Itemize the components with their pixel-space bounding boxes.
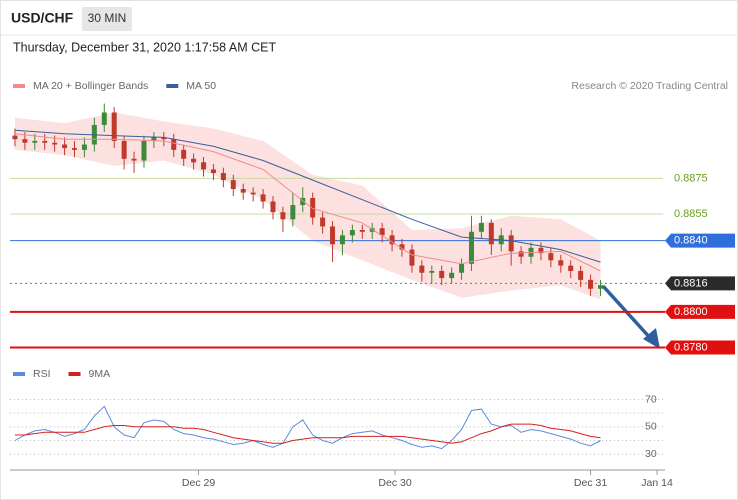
credit: Research © 2020 Trading Central <box>571 80 728 92</box>
candle-body <box>558 260 564 266</box>
level-label-box <box>665 340 735 355</box>
candle-body <box>42 140 48 143</box>
candle-body <box>101 112 107 125</box>
y-tick-label: 50 <box>645 421 657 433</box>
candle-body <box>131 158 137 161</box>
ma20-line <box>14 133 601 272</box>
candle-body <box>111 112 117 141</box>
candle-body <box>220 173 226 181</box>
candle-body <box>330 226 336 245</box>
candle-body <box>230 180 236 190</box>
candle-body <box>290 205 296 220</box>
candle-body <box>488 222 494 245</box>
level-label: 0.8875 <box>674 172 708 184</box>
level-label: 0.8816 <box>674 277 708 289</box>
level-label-box <box>665 233 735 248</box>
candle-body <box>339 235 345 245</box>
level-label-box <box>665 276 735 291</box>
x-tick-label: Dec 29 <box>182 477 215 489</box>
candle-body <box>201 162 207 170</box>
candle-body <box>369 228 375 232</box>
candle-body <box>597 285 603 289</box>
legend-swatch <box>13 372 25 376</box>
candle-body <box>578 270 584 280</box>
candle-body <box>478 222 484 232</box>
candle-body <box>191 158 197 163</box>
candle-body <box>518 251 524 257</box>
legend-swatch <box>68 372 81 376</box>
candle-body <box>468 231 474 264</box>
level-label: 0.8855 <box>674 208 708 220</box>
legend-label: MA 20 + Bollinger Bands <box>33 80 148 92</box>
level-label-box <box>665 304 735 319</box>
candle-body <box>121 140 127 159</box>
candle-body <box>439 270 445 279</box>
candle-body <box>548 253 554 261</box>
candle-body <box>260 194 266 202</box>
timeframe: 30 MIN <box>88 11 127 25</box>
candle-body <box>141 140 147 161</box>
level-label: 0.8780 <box>674 341 708 353</box>
candle-body <box>72 148 78 150</box>
candle-body <box>359 230 365 232</box>
candle-body <box>161 137 167 140</box>
candle-body <box>310 197 316 218</box>
candle-body <box>250 192 256 195</box>
candle-body <box>62 144 68 149</box>
candle-body <box>151 137 157 141</box>
candle-body <box>349 230 355 236</box>
legend-label: RSI <box>33 368 51 380</box>
x-tick-label: Jan 14 <box>641 477 673 489</box>
candle-body <box>181 149 187 159</box>
level-label: 0.8840 <box>674 235 708 247</box>
symbol: USD/CHF <box>11 10 74 26</box>
candle-body <box>12 135 18 140</box>
candle-body <box>429 270 435 273</box>
candle-body <box>419 265 425 273</box>
candle-body <box>270 201 276 213</box>
y-tick-label: 70 <box>645 393 657 405</box>
y-tick-label: 30 <box>645 448 657 460</box>
candle-body <box>399 244 405 250</box>
candle-body <box>52 142 58 145</box>
legend-swatch <box>13 84 25 88</box>
candle-body <box>379 228 385 236</box>
forecast-arrowhead <box>643 328 660 349</box>
candle-body <box>240 189 246 193</box>
x-tick-label: Dec 31 <box>574 477 607 489</box>
candle-body <box>538 247 544 254</box>
candle-body <box>32 140 38 143</box>
candle-body <box>300 197 306 206</box>
candle-body <box>22 139 28 143</box>
level-label: 0.8800 <box>674 306 708 318</box>
candle-body <box>459 263 465 273</box>
datetime: Thursday, December 31, 2020 1:17:58 AM C… <box>13 40 276 54</box>
candle-body <box>210 169 216 174</box>
candle-body <box>280 212 286 220</box>
bollinger-band <box>15 112 601 300</box>
legend-label: 9MA <box>89 368 111 380</box>
candle-body <box>389 235 395 245</box>
candle-body <box>320 217 326 227</box>
candle-body <box>568 265 574 271</box>
candle-body <box>588 279 594 289</box>
forecast-arrow <box>601 284 654 342</box>
timeframe-box <box>82 7 132 31</box>
candle-body <box>81 144 87 150</box>
x-tick-label: Dec 30 <box>378 477 411 489</box>
legend-label: MA 50 <box>186 80 216 92</box>
rsi-line <box>15 423 601 444</box>
ma50-line <box>14 129 601 263</box>
candle-body <box>409 249 415 266</box>
candle-body <box>508 235 514 252</box>
candle-body <box>171 139 177 150</box>
candle-body <box>449 272 455 279</box>
legend-swatch <box>166 84 179 88</box>
